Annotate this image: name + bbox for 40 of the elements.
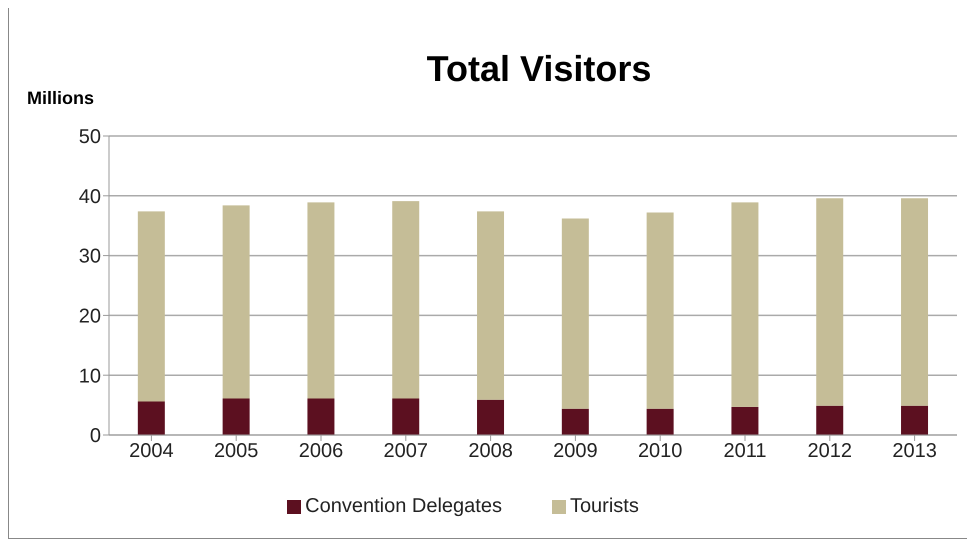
bar [731, 202, 758, 407]
y-tick-label: 0 [90, 425, 101, 448]
bar [646, 212, 674, 409]
bar [646, 408, 674, 435]
bar [477, 211, 504, 400]
y-tick-label: 40 [78, 186, 101, 208]
bar [222, 205, 250, 399]
x-tick-label: 2008 [468, 440, 513, 462]
bar [222, 398, 250, 435]
legend-label: Tourists [570, 495, 639, 517]
x-tick-label: 2013 [892, 440, 937, 462]
bar [138, 402, 165, 435]
bar [392, 201, 420, 399]
bar [562, 408, 589, 435]
x-tick-label: 2007 [384, 440, 428, 462]
x-tick-label: 2012 [808, 440, 852, 462]
x-tick-label: 2004 [129, 440, 174, 462]
bar [477, 400, 504, 435]
y-tick-label: 50 [78, 126, 101, 148]
bar [816, 406, 844, 435]
x-tick-label: 2011 [723, 440, 767, 462]
x-tick-label: 2005 [214, 440, 258, 462]
bar [731, 406, 758, 435]
bar [901, 406, 928, 435]
bar [138, 211, 165, 402]
bar [562, 218, 589, 409]
x-tick-label: 2006 [298, 440, 344, 462]
x-tick-label: 2010 [638, 440, 682, 462]
bar [816, 198, 844, 406]
y-tick-label: 20 [78, 306, 101, 328]
y-tick-label: 30 [78, 246, 101, 268]
legend-label: Convention Delegates [305, 495, 502, 517]
y-tick-label: 10 [78, 365, 101, 388]
y-axis-title: Millions [27, 88, 94, 109]
bar [392, 398, 420, 435]
bar [307, 202, 334, 399]
bar [307, 398, 334, 435]
chart-title: Total Visitors [426, 48, 652, 89]
x-tick-label: 2009 [553, 440, 598, 462]
bar [901, 198, 928, 406]
